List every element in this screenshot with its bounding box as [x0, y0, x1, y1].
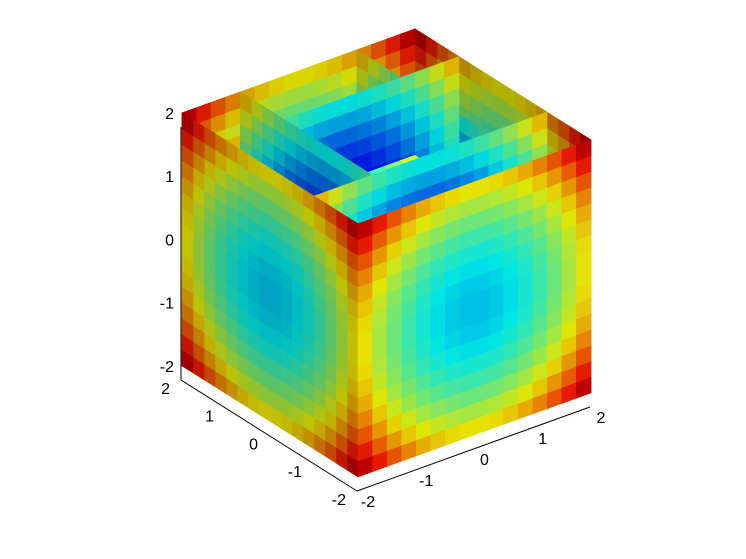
slice-y--2 — [357, 139, 592, 478]
z-tick-label: 1 — [165, 169, 174, 186]
y-axis-line — [180, 379, 358, 492]
x-tick-label: -2 — [361, 494, 375, 511]
z-tick-label: -1 — [160, 296, 174, 313]
tick-labels: -2 -1 0 1 2 -2 -1 0 1 2 -2 -1 0 1 2 — [160, 106, 606, 511]
y-tick-label: 1 — [205, 409, 214, 426]
z-tick-label: 2 — [165, 106, 174, 123]
y-tick-label: -2 — [332, 492, 346, 509]
z-tick-label: 0 — [165, 232, 174, 249]
y-tick-label: -1 — [288, 464, 302, 481]
y-tick-label: 0 — [249, 436, 258, 453]
x-tick-label: -1 — [419, 473, 433, 490]
z-tick-label: -2 — [160, 359, 174, 376]
x-tick-label: 1 — [538, 431, 547, 448]
slice-planes — [181, 28, 592, 478]
y-tick-label: 2 — [161, 381, 170, 398]
x-tick-label: 2 — [597, 410, 606, 427]
axes — [180, 127, 591, 492]
x-tick-label: 0 — [480, 452, 489, 469]
x-axis-line — [356, 406, 591, 492]
